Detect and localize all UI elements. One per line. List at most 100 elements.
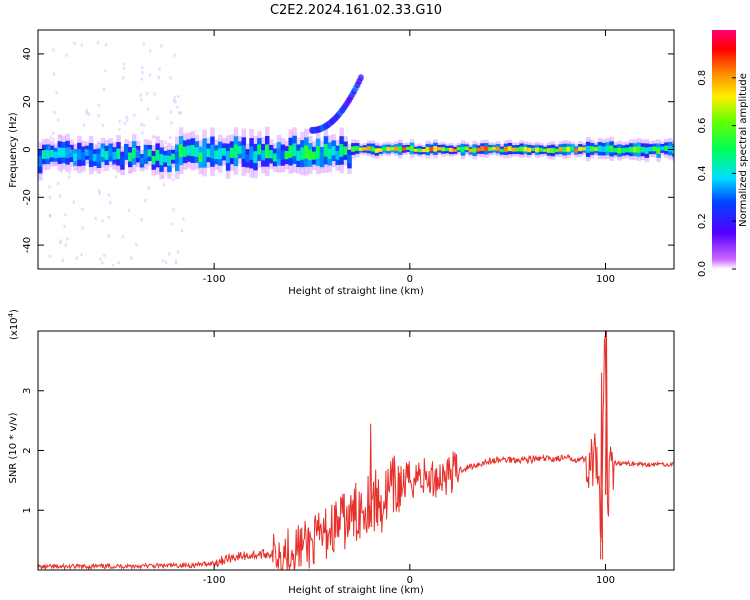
spectrogram-cell: [355, 146, 360, 151]
x-tick-label: 100: [596, 575, 615, 586]
spectrogram-cell: [170, 121, 173, 125]
spectrogram-cell: [169, 76, 172, 80]
spectrogram-cell: [147, 186, 150, 190]
spectrogram-cell: [169, 135, 172, 139]
spectrogram-cell: [143, 150, 149, 159]
spectrogram-cell: [546, 148, 552, 153]
spectrogram-cell: [162, 183, 166, 187]
spectrogram-cell: [164, 140, 168, 144]
spectrogram-cell: [66, 237, 69, 241]
spectrogram-cell: [206, 148, 211, 158]
spectrogram-cell: [174, 151, 180, 164]
spectrogram-cell: [311, 151, 317, 160]
spectrogram-cell: [162, 175, 165, 179]
spectrogram-cell: [648, 146, 654, 152]
spectrogram-cell: [237, 146, 243, 154]
spectrogram-ylabel: Frequency (Hz): [8, 112, 19, 188]
spectrogram-cell: [142, 42, 145, 46]
spectrogram-cell: [613, 147, 618, 153]
spectrogram-cell: [131, 147, 137, 159]
spectrogram-cell: [73, 142, 76, 146]
spectrogram-cell: [394, 146, 399, 151]
spectrogram-cell: [180, 229, 184, 233]
spectrogram-cell: [644, 147, 650, 154]
spectrogram-cell: [265, 144, 270, 159]
spectrogram-cell: [122, 66, 126, 70]
spectrogram-cell: [398, 146, 403, 152]
spectrogram-cell: [515, 147, 521, 152]
spectrogram-cell: [67, 175, 71, 179]
spectrogram-cell: [593, 147, 599, 152]
spectrogram-cell: [82, 123, 86, 127]
colorbar-label: Normalized spectral amplitude: [738, 73, 749, 227]
spectrogram-cell: [176, 105, 179, 109]
spectrogram-cell: [124, 148, 129, 156]
spectrogram-cell: [218, 148, 223, 160]
spectrogram-cell: [145, 92, 149, 96]
spectrogram-cell: [128, 170, 132, 174]
spectrogram-cell: [178, 111, 181, 115]
spectrogram-cell: [229, 147, 235, 158]
spectrogram-cell: [609, 145, 614, 153]
spectrogram-cell: [460, 147, 466, 153]
spectrogram-cell: [499, 148, 505, 153]
spectrogram-cell: [58, 134, 62, 138]
spectrogram-cell: [59, 169, 63, 173]
spectrogram-cell: [660, 146, 665, 151]
spectrogram-cell: [601, 146, 607, 152]
spectrogram-cell: [107, 215, 110, 219]
spectrogram-cell: [257, 144, 262, 155]
spectrogram-cell: [495, 146, 501, 151]
spectrogram-cell: [425, 147, 430, 153]
spectrogram-cell: [194, 147, 200, 157]
spectrogram-cell: [531, 147, 536, 152]
spectrogram-cell: [49, 214, 52, 218]
spectrogram-cell: [65, 53, 68, 57]
spectrogram-cell: [104, 151, 110, 160]
spectrogram-cell: [374, 148, 380, 153]
snr-series-line: [38, 331, 674, 570]
spectrogram-cell: [409, 145, 415, 152]
spectrogram-cell: [488, 147, 493, 151]
spectrogram-cell: [84, 148, 88, 152]
y-tick-label: 2: [22, 447, 33, 453]
spectrogram-cell: [171, 153, 176, 160]
colorbar-ticks: 0.0 0.2 0.4 0.6 0.8: [697, 70, 736, 277]
spectrogram-cell: [562, 146, 567, 153]
spectrogram-cell: [503, 146, 509, 152]
x-tick-label: 100: [596, 274, 615, 285]
spectrogram-cell: [108, 148, 113, 157]
spectrogram-cell: [97, 103, 101, 107]
spectrogram-cell: [335, 150, 340, 160]
snr-panel: -100 0 100 1 2 3 Height of straight line (km)…: [7, 309, 675, 596]
spectrogram-cell: [84, 149, 90, 156]
spectrogram-cell: [327, 148, 333, 160]
spectrogram-cell: [68, 171, 71, 175]
spectrogram-cell: [527, 147, 532, 153]
spectrogram-cell: [148, 73, 152, 77]
spectrogram-cell: [53, 161, 56, 165]
spectrogram-cell: [210, 144, 215, 159]
spectrogram-cell: [300, 147, 305, 160]
spectrogram-panel: -100 0 100 -40 -20 0 20 40 Height of straight l…: [8, 29, 675, 297]
spectrogram-cell: [130, 256, 133, 260]
spectrogram-cell: [92, 153, 98, 162]
spectrogram-cell: [280, 150, 286, 160]
spectrogram-cell: [52, 48, 55, 52]
spectrogram-cell: [174, 261, 178, 265]
spectrogram-cell: [190, 145, 196, 157]
spectrogram-cell: [366, 146, 372, 151]
spectrogram-cell: [73, 41, 76, 45]
spectrogram-cell: [323, 143, 329, 157]
spectrogram-cell: [146, 107, 150, 111]
spectrogram-cell: [176, 250, 180, 254]
spectrogram-cell: [386, 147, 391, 152]
spectrogram-cell: [179, 111, 182, 115]
spectrogram-cell: [68, 147, 72, 151]
spectrogram-cell: [57, 147, 63, 158]
spectrogram-cell: [164, 170, 168, 174]
spectrogram-cell: [158, 67, 161, 71]
spectrogram-cell: [582, 147, 587, 151]
spectrogram-cell: [167, 162, 170, 166]
spectrogram-cell: [597, 145, 603, 152]
